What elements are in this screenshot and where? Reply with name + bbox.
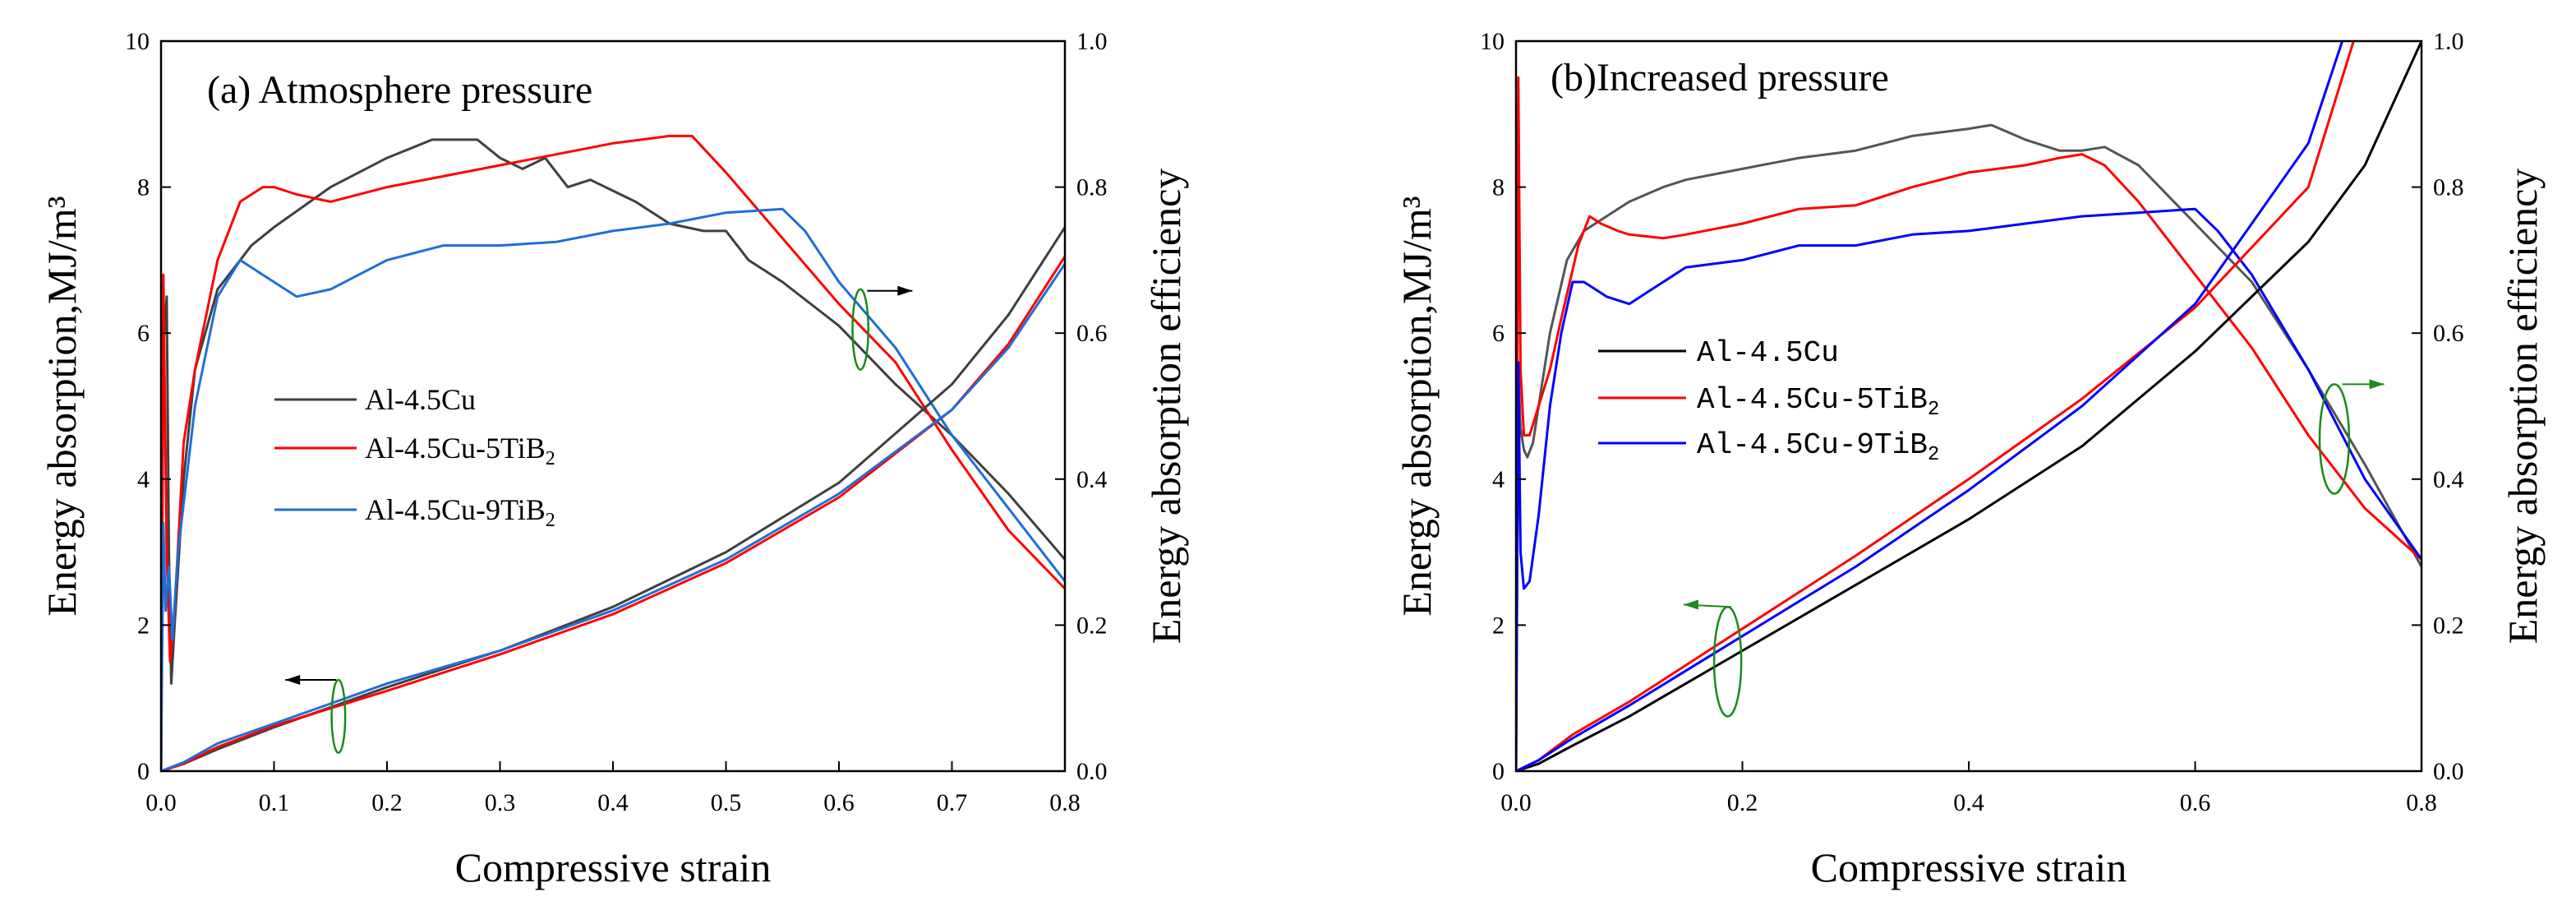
y2-tick-label: 0.0 bbox=[1076, 758, 1108, 785]
x-axis-title: Compressive strain bbox=[1811, 844, 2127, 890]
x-tick-label: 0.6 bbox=[2180, 789, 2211, 816]
x-tick-label: 0.0 bbox=[145, 789, 177, 816]
series-energy-line-5 bbox=[1516, 41, 2344, 771]
y-tick-label: 0 bbox=[137, 758, 150, 785]
x-tick-label: 0.4 bbox=[1953, 789, 1984, 816]
y2-axis-title: Energy absorption efficiency bbox=[2500, 169, 2546, 645]
x-tick-label: 0.7 bbox=[937, 789, 968, 816]
plot-frame bbox=[1514, 39, 2423, 773]
y2-tick-label: 0.0 bbox=[2433, 758, 2464, 785]
legend-label-2: Al-4.5Cu-9TiB2 bbox=[1697, 428, 1939, 466]
y2-tick-label: 0.8 bbox=[2433, 174, 2464, 201]
y2-axis-title: Energy absorption efficiency bbox=[1143, 169, 1189, 645]
series-efficiency-line-2 bbox=[161, 207, 1065, 771]
series-efficiency-line-2 bbox=[1516, 207, 2422, 771]
y-tick-label: 10 bbox=[125, 28, 150, 55]
series-energy-line-4 bbox=[1516, 41, 2355, 771]
y2-tick-label: 0.6 bbox=[1076, 320, 1108, 347]
y-tick-label: 10 bbox=[1480, 28, 1505, 55]
y2-tick-label: 0.8 bbox=[1076, 174, 1108, 201]
x-tick-label: 0.3 bbox=[485, 789, 516, 816]
y-tick-label: 2 bbox=[137, 612, 150, 639]
y-tick-label: 8 bbox=[137, 174, 150, 201]
legend: Al-4.5Cu Al-4.5Cu-5TiB2 Al-4.5Cu-9TiB2 bbox=[274, 383, 555, 531]
legend: Al-4.5Cu Al-4.5Cu-5TiB2 Al-4.5Cu-9TiB2 bbox=[1598, 336, 1939, 466]
annotation-arrow-head-1 bbox=[285, 675, 301, 685]
annotation-ellipse-2 bbox=[2318, 383, 2351, 495]
y2-tick-label: 1.0 bbox=[2433, 28, 2464, 55]
chart-panel-b: 0.0 0.2 0.4 0.6 0.8 0 2 4 6 8 10 0.0 0.2 0.4 0.6 0.8 1.0… bbox=[1394, 28, 2546, 890]
annotation-arrow-head-3 bbox=[2369, 379, 2385, 390]
x-tick-label: 0.1 bbox=[259, 789, 290, 816]
series-energy-line-4 bbox=[161, 256, 1065, 771]
x-axis-title: Compressive strain bbox=[455, 844, 772, 890]
y-tick-label: 2 bbox=[1492, 612, 1505, 639]
y2-tick-label: 0.2 bbox=[2433, 612, 2464, 639]
x-tick-label: 0.4 bbox=[597, 789, 629, 816]
legend-label-0: Al-4.5Cu bbox=[1697, 336, 1839, 370]
x-tick-label: 0.8 bbox=[1049, 789, 1081, 816]
panel-title: (a) Atmosphere pressure bbox=[207, 68, 592, 112]
annotation-group bbox=[285, 285, 913, 755]
y-tick-label: 6 bbox=[137, 320, 150, 347]
y-tick-label: 4 bbox=[1492, 466, 1505, 493]
y-axis-title: Energy absorption,MJ/m³ bbox=[39, 196, 85, 616]
y2-tick-label: 0.6 bbox=[2433, 320, 2464, 347]
legend-label-1: Al-4.5Cu-5TiB2 bbox=[1697, 383, 1939, 421]
annotation-arrow-head-1 bbox=[1683, 599, 1698, 610]
x-tick-label: 0.6 bbox=[823, 789, 855, 816]
panel-title: (b)Increased pressure bbox=[1551, 56, 1889, 99]
y2-tick-label: 0.4 bbox=[1076, 466, 1108, 493]
y-tick-label: 4 bbox=[137, 466, 150, 493]
series-efficiency-line-0 bbox=[1516, 123, 2422, 771]
legend-label-2: Al-4.5Cu-9TiB2 bbox=[365, 493, 555, 531]
chart-panel-a: 0.0 0.1 0.2 0.3 0.4 0.5 0.6 0.7 0.8 0 2 4 6 8 10 0.0 0.2… bbox=[39, 28, 1189, 890]
x-tick-label: 0.0 bbox=[1500, 789, 1532, 816]
annotation-ellipse-0 bbox=[1712, 605, 1743, 718]
series-group bbox=[161, 134, 1065, 771]
annotation-arrow-head-3 bbox=[897, 285, 913, 296]
y2-tick-label: 1.0 bbox=[1076, 28, 1108, 55]
annotation-group bbox=[1683, 379, 2385, 718]
y-tick-label: 8 bbox=[1492, 174, 1505, 201]
legend-label-1: Al-4.5Cu-5TiB2 bbox=[365, 432, 555, 469]
series-efficiency-line-1 bbox=[1516, 76, 2422, 771]
series-group bbox=[1516, 41, 2422, 771]
x-tick-label: 0.8 bbox=[2406, 789, 2437, 816]
y2-tick-label: 0.2 bbox=[1076, 612, 1108, 639]
y-tick-label: 0 bbox=[1492, 758, 1505, 785]
x-tick-label: 0.2 bbox=[371, 789, 403, 816]
x-tick-label: 0.2 bbox=[1727, 789, 1758, 816]
series-energy-line-5 bbox=[161, 262, 1065, 771]
y2-tick-label: 0.4 bbox=[2433, 466, 2464, 493]
annotation-ellipse-2 bbox=[851, 288, 869, 371]
series-energy-line-3 bbox=[161, 226, 1065, 771]
plot-frame bbox=[159, 39, 1067, 773]
legend-label-0: Al-4.5Cu bbox=[365, 383, 476, 416]
x-tick-label: 0.5 bbox=[711, 789, 742, 816]
y-axis-title: Energy absorption,MJ/m³ bbox=[1394, 196, 1440, 616]
series-energy-line-3 bbox=[1516, 41, 2422, 771]
annotation-ellipse-0 bbox=[330, 678, 347, 755]
y-tick-label: 6 bbox=[1492, 320, 1505, 347]
